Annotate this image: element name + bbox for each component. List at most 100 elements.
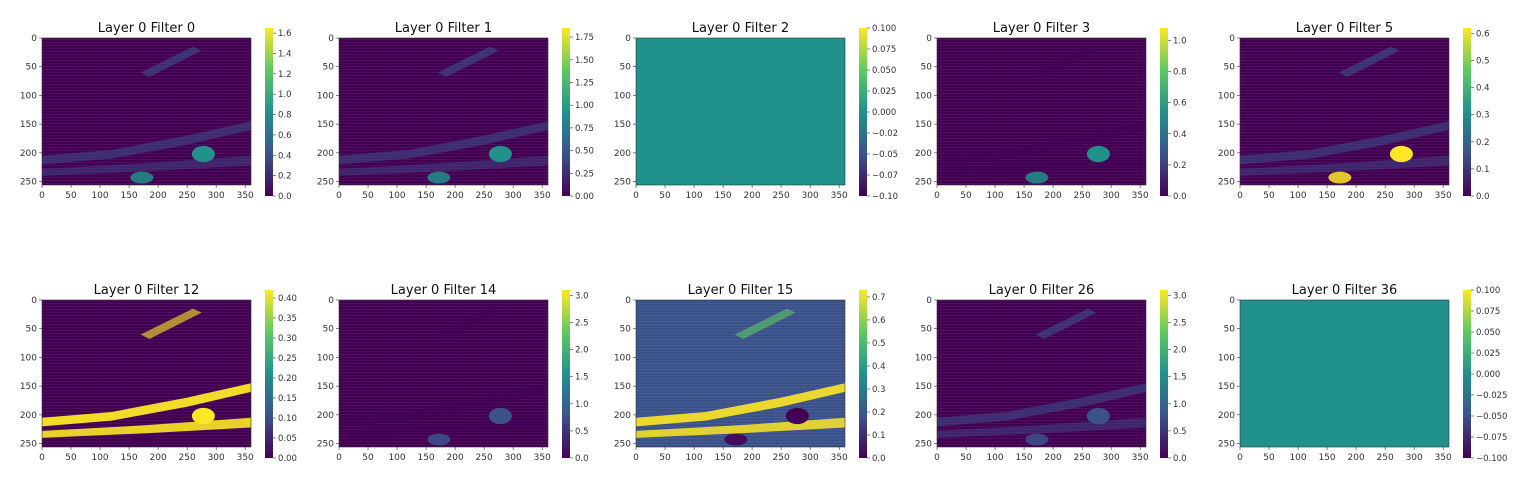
y-tick-label: 0 bbox=[31, 296, 37, 306]
colorbar-tick-label: 0.6 bbox=[1173, 99, 1187, 109]
x-tick-label: 350 bbox=[237, 453, 254, 463]
colorbar bbox=[1463, 290, 1471, 458]
x-tick-label: 300 bbox=[505, 191, 522, 201]
x-tick-label: 350 bbox=[1435, 191, 1452, 201]
y-tick-label: 150 bbox=[1218, 382, 1235, 392]
y-tick-label: 250 bbox=[1218, 440, 1235, 450]
object-blob bbox=[427, 433, 451, 446]
colorbar-tick-label: 0.0 bbox=[278, 192, 292, 202]
feature-streak bbox=[140, 46, 202, 78]
object-blob bbox=[130, 171, 154, 184]
heatmap-panel: Layer 0 Filter 26 0 50 100 150 200 250 300 350 0 5… bbox=[915, 283, 1187, 464]
colorbar bbox=[859, 290, 867, 458]
object-blob bbox=[488, 145, 512, 163]
x-tick-label: 100 bbox=[1289, 453, 1306, 463]
colorbar-tick-label: −0.100 bbox=[1476, 454, 1507, 464]
panel-title: Layer 0 Filter 14 bbox=[391, 283, 497, 298]
y-tick-label: 100 bbox=[915, 353, 932, 363]
x-tick-label: 50 bbox=[659, 453, 671, 463]
feature-band bbox=[1240, 121, 1449, 165]
y-tick-label: 200 bbox=[614, 411, 631, 421]
object-blob bbox=[785, 407, 809, 425]
axes-frame bbox=[41, 299, 252, 448]
y-tick-label: 50 bbox=[323, 325, 335, 335]
colorbar bbox=[859, 28, 867, 196]
x-tick-label: 100 bbox=[685, 453, 702, 463]
object-blob bbox=[724, 433, 748, 446]
x-tick-label: 0 bbox=[633, 453, 639, 463]
colorbar-tick-label: 1.00 bbox=[575, 101, 594, 111]
feature-streak bbox=[1338, 46, 1400, 78]
x-tick-label: 200 bbox=[447, 453, 464, 463]
colorbar-tick-label: 0.00 bbox=[278, 454, 297, 464]
x-tick-label: 0 bbox=[934, 191, 940, 201]
colorbar-tick-label: 0.6 bbox=[278, 131, 292, 141]
panel-title: Layer 0 Filter 12 bbox=[94, 283, 200, 298]
y-tick-label: 50 bbox=[26, 63, 38, 73]
heatmap-panel: Layer 0 Filter 36 0 50 100 150 200 250 300 350 0 5… bbox=[1218, 283, 1508, 464]
x-tick-label: 200 bbox=[1045, 191, 1062, 201]
x-tick-label: 150 bbox=[714, 191, 731, 201]
colorbar-tick-label: 0.4 bbox=[1173, 130, 1187, 140]
panel-title: Layer 0 Filter 2 bbox=[692, 21, 789, 36]
y-tick-label: 200 bbox=[317, 149, 334, 159]
x-tick-label: 350 bbox=[534, 191, 551, 201]
colorbar-tick-label: 0.1 bbox=[872, 431, 886, 441]
heatmap-panel: Layer 0 Filter 2 0 50 100 150 200 250 300 350 0 50… bbox=[614, 21, 898, 202]
colorbar bbox=[562, 290, 570, 458]
colorbar-tick-label: 0.50 bbox=[575, 147, 594, 157]
object-blob bbox=[130, 433, 154, 446]
y-tick-label: 100 bbox=[20, 91, 37, 101]
colorbar-tick-label: 0.100 bbox=[872, 24, 896, 34]
x-tick-label: 0 bbox=[1237, 453, 1243, 463]
x-tick-label: 0 bbox=[336, 191, 342, 201]
x-tick-label: 50 bbox=[659, 191, 671, 201]
colorbar-tick-label: 0.075 bbox=[1476, 307, 1500, 317]
y-tick-label: 100 bbox=[317, 353, 334, 363]
colorbar bbox=[1160, 28, 1168, 196]
colorbar-tick-label: 2.0 bbox=[1173, 346, 1187, 356]
x-tick-label: 100 bbox=[91, 453, 108, 463]
object-blob bbox=[427, 171, 451, 184]
y-tick-label: 100 bbox=[1218, 353, 1235, 363]
feature-streak bbox=[437, 46, 499, 78]
y-tick-label: 200 bbox=[20, 149, 37, 159]
x-tick-label: 150 bbox=[714, 453, 731, 463]
colorbar-tick-label: 1.6 bbox=[278, 29, 292, 39]
y-tick-label: 50 bbox=[1224, 325, 1236, 335]
colorbar-tick-label: 0.5 bbox=[1476, 57, 1490, 67]
colorbar-tick-label: 0.10 bbox=[278, 414, 297, 424]
colorbar-tick-label: 0.40 bbox=[278, 294, 297, 304]
x-tick-label: 200 bbox=[744, 191, 761, 201]
x-tick-label: 300 bbox=[505, 453, 522, 463]
x-tick-label: 0 bbox=[934, 453, 940, 463]
colorbar-tick-label: 1.0 bbox=[1173, 400, 1187, 410]
y-tick-label: 0 bbox=[1229, 34, 1235, 44]
x-tick-label: 0 bbox=[633, 191, 639, 201]
y-tick-label: 250 bbox=[317, 178, 334, 188]
colorbar bbox=[1160, 290, 1168, 458]
y-tick-label: 200 bbox=[20, 411, 37, 421]
colorbar-tick-label: 2.5 bbox=[1173, 319, 1187, 329]
colorbar-tick-label: 0.25 bbox=[575, 169, 594, 179]
x-tick-label: 200 bbox=[1045, 453, 1062, 463]
x-tick-label: 50 bbox=[362, 453, 374, 463]
panel-title: Layer 0 Filter 3 bbox=[993, 21, 1090, 36]
x-tick-label: 250 bbox=[179, 191, 196, 201]
colorbar-tick-label: −0.02 bbox=[872, 129, 898, 139]
x-tick-label: 100 bbox=[1289, 191, 1306, 201]
object-blob bbox=[1389, 145, 1413, 163]
feature-streak bbox=[1035, 308, 1097, 340]
y-tick-label: 50 bbox=[921, 325, 933, 335]
colorbar-tick-label: −0.075 bbox=[1476, 433, 1507, 443]
object-blob bbox=[1025, 433, 1049, 446]
x-tick-label: 100 bbox=[986, 191, 1003, 201]
y-tick-label: 0 bbox=[926, 34, 932, 44]
x-tick-label: 350 bbox=[1435, 453, 1452, 463]
colorbar-tick-label: 0.5 bbox=[872, 339, 886, 349]
colorbar-tick-label: 0.050 bbox=[872, 66, 896, 76]
colorbar-tick-label: 0.3 bbox=[872, 385, 886, 395]
y-tick-label: 250 bbox=[614, 440, 631, 450]
y-tick-label: 150 bbox=[20, 120, 37, 130]
x-tick-label: 50 bbox=[362, 191, 374, 201]
